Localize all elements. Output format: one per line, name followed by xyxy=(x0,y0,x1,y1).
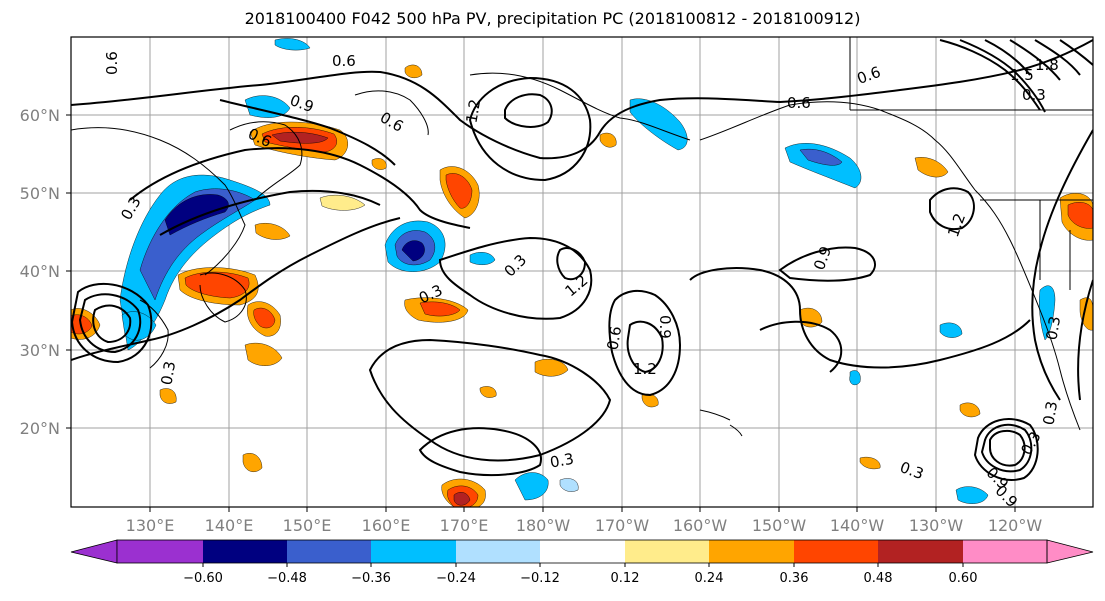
colorbar-tick-label: 0.12 xyxy=(611,571,640,586)
lon-label: 150°W xyxy=(752,516,807,535)
shade-pos-dot-4 xyxy=(242,453,263,473)
colorbar-tick-label: 0.60 xyxy=(949,571,978,586)
shade-neg-small-5 xyxy=(469,252,496,265)
shade-neg-kamchatka xyxy=(244,95,291,118)
shade-neg-small-2 xyxy=(514,472,549,501)
shade-pos-dot-3 xyxy=(479,386,497,398)
colorbar-segment xyxy=(117,540,203,563)
contour-label: 0.3 xyxy=(1022,86,1046,104)
colorbar-segment xyxy=(203,540,287,563)
colorbar-segment xyxy=(794,540,878,563)
colorbar-tick-label: −0.60 xyxy=(183,571,223,586)
lon-label: 140°E xyxy=(205,516,254,535)
lat-label: 60°N xyxy=(20,106,60,125)
map-border xyxy=(70,36,1094,508)
map-title: 2018100400 F042 500 hPa PV, precipitatio… xyxy=(244,9,861,28)
shade-neg-kuril-max xyxy=(401,240,425,262)
shade-pos-dot-7 xyxy=(159,388,177,404)
shade-neg-small-1 xyxy=(274,38,311,51)
shade-pos-japan-2-core xyxy=(253,307,276,329)
shade-pos-kamchatka-max xyxy=(271,131,329,144)
colorbar-extend-high xyxy=(1046,539,1094,564)
colorbar-tick-label: −0.36 xyxy=(351,571,391,586)
colorbar-segment xyxy=(709,540,794,563)
lon-label: 130°E xyxy=(126,516,175,535)
lon-label: 120°W xyxy=(988,516,1043,535)
lat-label: 40°N xyxy=(20,262,60,281)
shade-pos-southern-max xyxy=(453,492,471,506)
colorbar-segment xyxy=(287,540,371,563)
lon-label: 170°W xyxy=(595,516,650,535)
lon-labels: 130°E 140°E 150°E 160°E 170°E 180°W 170°… xyxy=(126,516,1043,535)
shade-pos-bc xyxy=(914,157,949,178)
colorbar-segment xyxy=(625,540,709,563)
contour-label: 0.6 xyxy=(603,325,625,352)
contour-label: 1.8 xyxy=(1035,56,1059,74)
lon-label: 170°E xyxy=(440,516,489,535)
lon-label: 150°E xyxy=(283,516,332,535)
lat-labels: 60°N 50°N 40°N 30°N 20°N xyxy=(20,106,60,438)
shade-pos-dot-13 xyxy=(599,132,617,148)
shade-neg-bering xyxy=(629,98,688,151)
shade-neg-japan xyxy=(119,174,271,351)
contour-label: 0.6 xyxy=(332,52,356,70)
colorbar-segment xyxy=(963,540,1047,563)
shade-pos-dot-12 xyxy=(371,158,387,170)
shade-pos-dot-11 xyxy=(254,223,291,240)
colorbar-tick-label: −0.48 xyxy=(267,571,307,586)
lat-label: 30°N xyxy=(20,341,60,360)
colorbar-tick-label: 0.48 xyxy=(864,571,893,586)
shade-neg-small-4 xyxy=(1039,285,1056,341)
colorbar-extend-low xyxy=(70,539,118,564)
shade-pos-dot-10 xyxy=(319,195,366,211)
lon-label: 180°W xyxy=(516,516,571,535)
lon-label: 160°W xyxy=(673,516,728,535)
precip-shading xyxy=(71,38,1093,507)
shade-neg-small-3 xyxy=(955,486,989,504)
colorbar-segment xyxy=(456,540,540,563)
colorbar-tick-label: −0.12 xyxy=(520,571,560,586)
shade-pos-ryukyu xyxy=(244,342,283,366)
tick-marks xyxy=(66,114,1016,512)
contour-label: 0.9 xyxy=(656,315,674,339)
lon-label: 160°E xyxy=(362,516,411,535)
shade-neg-goa-core xyxy=(799,149,843,166)
shade-neg-small-8 xyxy=(849,370,861,386)
shade-pos-dot-8 xyxy=(859,456,881,470)
contour-label: 0.6 xyxy=(103,51,121,75)
shade-pos-dot-9 xyxy=(959,402,981,418)
pv-contours xyxy=(71,39,1093,481)
shade-pos-w-pac-core xyxy=(419,301,461,317)
shade-pos-oregon-core xyxy=(1067,202,1093,229)
coastlines xyxy=(71,37,1093,437)
contour-label: 0.3 xyxy=(157,360,179,387)
shade-pos-dot-1 xyxy=(404,64,423,79)
colorbar-tick-label: 0.36 xyxy=(780,571,809,586)
colorbar: −0.60 −0.48 −0.36 −0.24 −0.12 0.12 0.24 … xyxy=(70,539,1094,586)
map-content: 0.6 0.6 0.9 0.6 1.2 0.6 0.6 1.8 1.5 0.3 … xyxy=(71,37,1093,507)
contour-label: 0.6 xyxy=(787,94,811,112)
lat-label: 20°N xyxy=(20,419,60,438)
contour-label: 0.3 xyxy=(1042,315,1064,342)
shade-neg-small-9 xyxy=(939,322,963,338)
shade-pos-aleutian-core xyxy=(445,173,473,209)
shade-pos-dot-2 xyxy=(534,359,569,377)
colorbar-segment xyxy=(540,540,625,563)
contour-label: 1.2 xyxy=(462,98,484,125)
lon-label: 130°W xyxy=(909,516,964,535)
colorbar-segment xyxy=(878,540,963,563)
contour-label: 0.3 xyxy=(1039,400,1061,427)
contour-label: 1.2 xyxy=(633,360,657,378)
colorbar-tick-label: 0.24 xyxy=(695,571,724,586)
colorbar-segment xyxy=(371,540,456,563)
lat-label: 50°N xyxy=(20,184,60,203)
shade-neg-small-6 xyxy=(559,478,579,492)
contour-label: 0.3 xyxy=(549,450,576,472)
lon-label: 140°W xyxy=(830,516,885,535)
colorbar-tick-label: −0.24 xyxy=(436,571,476,586)
contour-label: 1.5 xyxy=(1010,66,1034,84)
